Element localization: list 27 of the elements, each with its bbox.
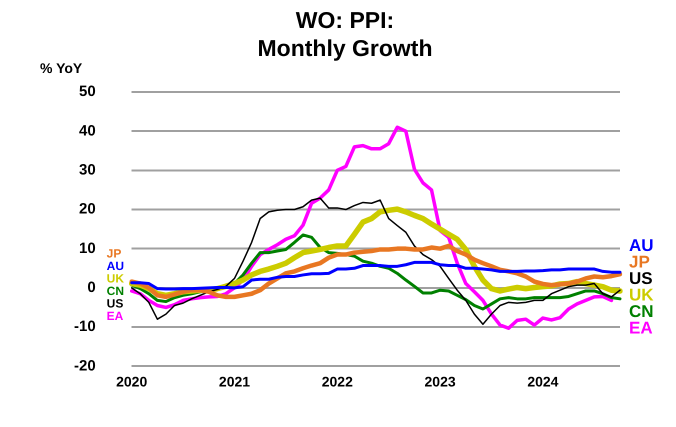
- text: US: [106, 296, 124, 310]
- y-tick-label: 20: [78, 200, 96, 218]
- text: UK: [629, 286, 654, 305]
- text: AU: [629, 236, 654, 256]
- y-tick-label: 30: [78, 161, 96, 178]
- y-tick-label: 40: [78, 122, 96, 140]
- chart-title: WO: PPI: Monthly Growth: [257, 7, 433, 61]
- y-tick-label: 50: [78, 83, 96, 100]
- series-label: EA: [106, 308, 124, 323]
- x-tick-label: 2022: [322, 373, 354, 390]
- y-tick-label: 0: [87, 279, 96, 296]
- y-tick-label: -10: [74, 318, 96, 336]
- y-tick-label: -20: [74, 357, 96, 374]
- series-label: AU: [106, 258, 124, 273]
- series-label: UK: [106, 271, 124, 286]
- x-tick-label: 2023: [424, 373, 456, 390]
- x-tick-label: 2024: [527, 373, 559, 390]
- text: JP: [106, 246, 122, 260]
- text: CN: [629, 302, 654, 322]
- y-tick-label: 10: [78, 240, 96, 257]
- y-axis-title: % YoY: [40, 60, 82, 76]
- text: EA: [629, 318, 653, 338]
- series-label: JP: [629, 252, 650, 272]
- series-label: CN: [106, 284, 124, 298]
- series-label: US: [629, 269, 653, 288]
- x-tick-label: 2021: [218, 373, 250, 390]
- x-tick-label: 2020: [116, 373, 148, 390]
